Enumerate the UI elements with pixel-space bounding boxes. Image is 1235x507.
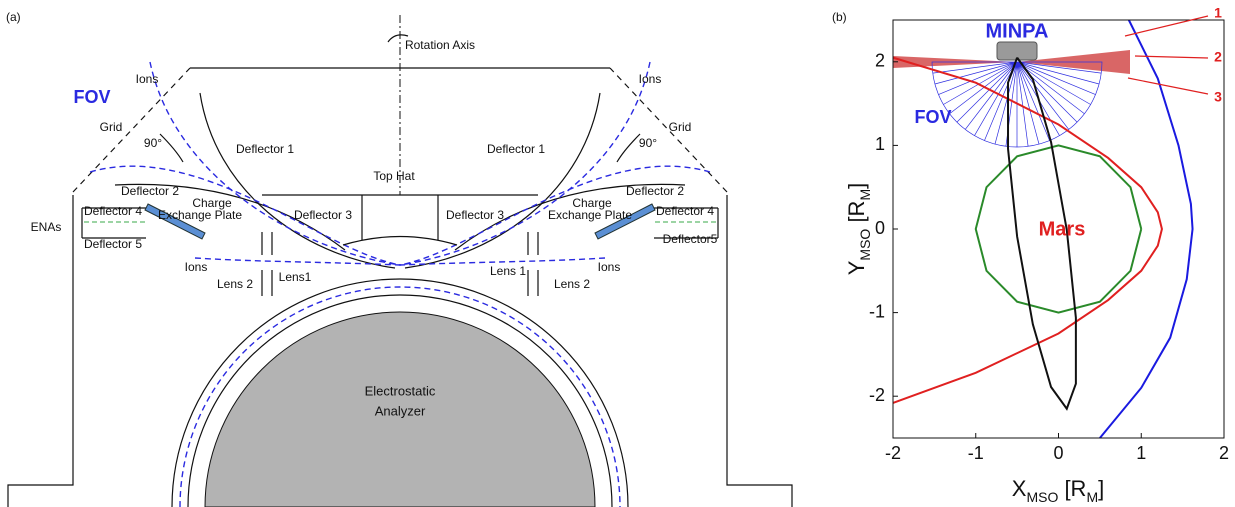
diagram-label: Deflector 1 <box>487 142 545 156</box>
diagram-label: Grid <box>100 120 123 134</box>
ylabel-part: [R <box>844 201 869 229</box>
xlabel-part: X <box>1012 476 1027 501</box>
lenses <box>262 232 272 296</box>
diagram-label: 90° <box>144 136 162 150</box>
y-tick-label: 2 <box>875 51 885 71</box>
annotation: FOV <box>914 107 951 127</box>
y-tick-label: -1 <box>869 301 885 321</box>
x-tick-label: 1 <box>1136 443 1146 463</box>
annotation: MINPA <box>986 20 1049 42</box>
x-tick-label: -1 <box>968 443 984 463</box>
annotation: 3 <box>1214 89 1222 105</box>
curve <box>1100 20 1193 438</box>
diagram-label: Deflector 2 <box>626 184 684 198</box>
diagram-label: Ions <box>639 72 662 86</box>
diagram-label: Ions <box>598 260 621 274</box>
diagram-label: Deflector 3 <box>294 208 352 222</box>
ylabel-part: MSO <box>857 229 873 261</box>
y-tick-label: 1 <box>875 134 885 154</box>
x-tick-label: -2 <box>885 443 901 463</box>
x-tick-label: 0 <box>1053 443 1063 463</box>
housing <box>8 195 73 507</box>
diagram-label: Analyzer <box>375 403 426 418</box>
diagram-label: Lens 2 <box>554 277 590 291</box>
diagram-label: Deflector 4 <box>656 204 714 218</box>
ylabel: YMSO [RM] <box>844 183 873 276</box>
diagram-label: Lens 1 <box>490 264 526 278</box>
diagram-label: Exchange Plate <box>158 208 242 222</box>
ion-path <box>195 258 400 265</box>
annotation: Mars <box>1039 218 1086 240</box>
minpa-instrument <box>997 42 1037 60</box>
ylabel-part: ] <box>844 183 869 189</box>
y-tick-label: 0 <box>875 218 885 238</box>
xlabel-part: ] <box>1098 476 1104 501</box>
diagram-label: Deflector5 <box>663 232 718 246</box>
xlabel-part: MSO <box>1026 489 1058 505</box>
deflector-1 <box>200 93 395 268</box>
annotation: 1 <box>1214 5 1222 21</box>
diagram-label: Deflector 5 <box>84 237 142 251</box>
diagram-label: Deflector 3 <box>446 208 504 222</box>
panel-tag: (b) <box>832 10 847 24</box>
annotation: 2 <box>1214 49 1222 65</box>
angle-arc <box>160 134 183 162</box>
diagram-label: ENAs <box>31 220 62 234</box>
diagram-label: Deflector 1 <box>236 142 294 156</box>
diagram-label: Deflector 4 <box>84 204 142 218</box>
diagram-label: Top Hat <box>373 169 415 183</box>
ylabel-part: M <box>857 189 873 201</box>
panel-a: (a) Rotation Axis Ions Ions FOV Grid Grid 90° 9… <box>6 10 792 507</box>
diagram-label: Grid <box>669 120 692 134</box>
diagram-label: Ions <box>136 72 159 86</box>
diagram-label: 90° <box>639 136 657 150</box>
x-tick-label: 2 <box>1219 443 1229 463</box>
diagram-label: Exchange Plate <box>548 208 632 222</box>
diagram-label: Rotation Axis <box>405 38 475 52</box>
page-body: {"panel_a": {"tag": "(a)", "labels": ["R… <box>0 0 1235 507</box>
y-tick-label: -2 <box>869 385 885 405</box>
diagram-label: Lens 2 <box>217 277 253 291</box>
diagram-label: Ions <box>185 260 208 274</box>
top-hat-dome <box>343 237 457 246</box>
xlabel: XMSO [RM] <box>1012 476 1105 505</box>
diagram-label: Electrostatic <box>365 383 436 398</box>
ylabel-part: Y <box>844 260 869 275</box>
xlabel-part: M <box>1086 489 1098 505</box>
diagram-label: FOV <box>73 87 110 107</box>
pointer-arrows <box>1125 16 1208 94</box>
xlabel-part: [R <box>1058 476 1086 501</box>
page: body { margin: 0; width: 1235px; height:… <box>0 0 1235 507</box>
panel-tag: (a) <box>6 10 21 24</box>
diagram-label: Deflector 2 <box>121 184 179 198</box>
diagram-label: Lens1 <box>279 270 312 284</box>
figure: (a) Rotation Axis Ions Ions FOV Grid Grid 90° 9… <box>0 0 1235 507</box>
